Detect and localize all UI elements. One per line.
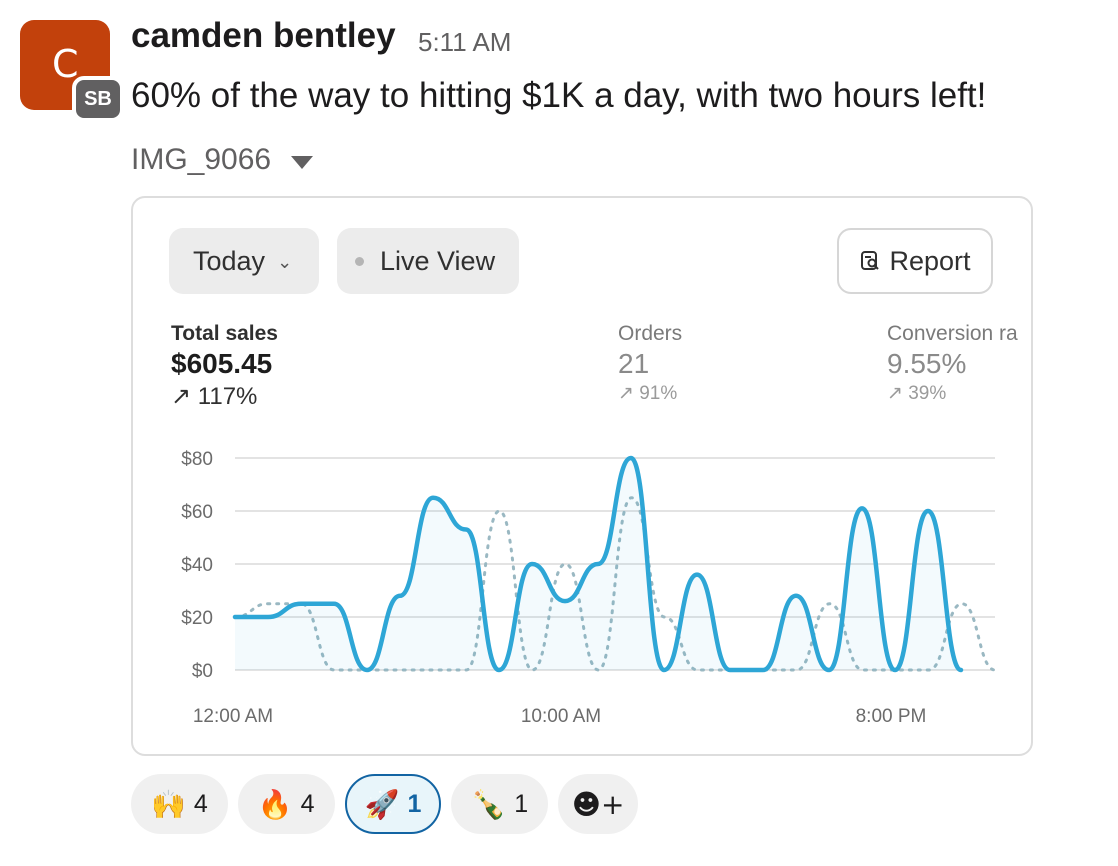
- rocket-icon: 🚀: [364, 787, 400, 821]
- sales-series-line: [232, 455, 964, 673]
- x-tick-label: 10:00 AM: [521, 706, 601, 727]
- reaction-raised-hands[interactable]: 🙌 4: [131, 774, 228, 834]
- attachment-name: IMG_9066: [131, 143, 272, 176]
- reaction-count: 4: [300, 789, 315, 818]
- y-tick-label: $20: [181, 608, 213, 629]
- comparison-series-line: [233, 496, 997, 672]
- y-tick-label: $80: [181, 449, 213, 470]
- x-tick-label: 8:00 PM: [856, 706, 927, 727]
- y-tick-label: $0: [192, 661, 213, 682]
- reaction-count: 1: [514, 789, 529, 818]
- champagne-icon: 🍾: [471, 787, 507, 821]
- timestamp[interactable]: 5:11 AM: [418, 27, 512, 57]
- date-filter-label: Today: [193, 245, 266, 276]
- metric-change: ↗ 39%: [887, 383, 947, 404]
- avatar[interactable]: C SB: [20, 20, 124, 122]
- metric-value: $605.45: [171, 348, 273, 379]
- username[interactable]: camden bentley: [131, 16, 396, 55]
- report-button[interactable]: Report: [837, 228, 993, 294]
- report-label: Report: [889, 245, 971, 276]
- reaction-fire[interactable]: 🔥 4: [237, 774, 335, 834]
- metric-total-sales[interactable]: Total sales $605.45 ↗ 117%: [171, 322, 278, 411]
- live-dot-icon: [355, 256, 364, 266]
- avatar-letter: C: [52, 42, 79, 86]
- reaction-count: 4: [193, 789, 208, 818]
- y-tick-label: $40: [181, 555, 213, 576]
- x-tick-label: 12:00 AM: [193, 706, 273, 727]
- reaction-count: 1: [407, 789, 422, 818]
- avatar-badge: SB: [72, 76, 124, 122]
- metric-value: 9.55%: [887, 348, 967, 379]
- y-tick-label: $60: [181, 502, 213, 523]
- chevron-down-icon: ⌄: [277, 251, 293, 272]
- raised-hands-icon: 🙌: [151, 787, 186, 821]
- image-attachment[interactable]: Today ⌄ Live View Report Total sales $60…: [131, 196, 1033, 756]
- metric-label: Total sales: [171, 322, 278, 345]
- add-reaction-icon: ☻+: [571, 787, 625, 821]
- report-icon: [861, 251, 880, 270]
- metric-change: ↗ 91%: [618, 383, 678, 404]
- message-text: 60% of the way to hitting $1K a day, wit…: [131, 76, 987, 115]
- reaction-champagne[interactable]: 🍾 1: [451, 774, 549, 834]
- date-filter-button[interactable]: Today ⌄: [169, 228, 319, 294]
- metric-label: Orders: [618, 322, 683, 345]
- live-view-button[interactable]: Live View: [337, 228, 519, 294]
- attachment-toggle[interactable]: IMG_9066: [131, 143, 314, 177]
- fire-icon: 🔥: [257, 787, 293, 821]
- caret-down-icon: [291, 155, 314, 169]
- metric-conversion-rate[interactable]: Conversion ra 9.55% ↗ 39%: [887, 322, 1018, 405]
- metric-value: 21: [618, 348, 650, 379]
- reaction-bar: 🙌 4 🔥 4 🚀 1 🍾 1 ☻+: [131, 774, 639, 834]
- reaction-rocket[interactable]: 🚀 1: [344, 774, 442, 834]
- metric-change: ↗ 117%: [171, 383, 258, 410]
- sales-chart: $80 $60 $40 $20 $0 12:00 AM 10:00 AM 8:00 PM: [181, 449, 997, 727]
- metric-orders[interactable]: Orders 21 ↗ 91%: [618, 322, 682, 405]
- metric-label: Conversion ra: [887, 322, 1018, 345]
- add-reaction-button[interactable]: ☻+: [558, 774, 639, 834]
- live-view-label: Live View: [380, 245, 496, 276]
